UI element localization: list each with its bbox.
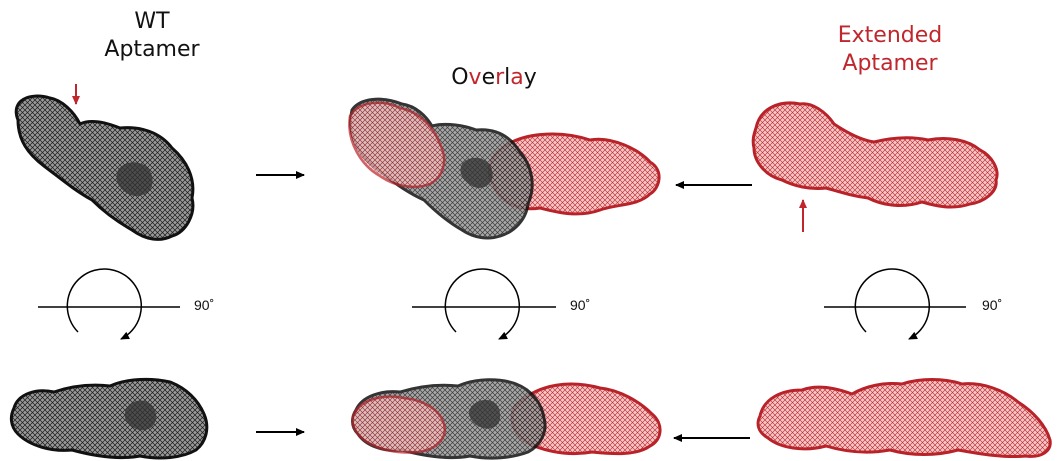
- wt-aptamer-side-view: [9, 377, 209, 460]
- overlay-char-4: l: [504, 65, 511, 90]
- rotation-symbol-middle: [412, 268, 556, 340]
- rotation-symbol-right: [824, 268, 966, 340]
- rotation-label-middle: 90˚: [570, 297, 591, 313]
- overlay-char-0: O: [451, 65, 469, 90]
- overlay-aptamer-side-view: [351, 378, 662, 460]
- rotation-label-left: 90˚: [194, 297, 215, 313]
- extended-aptamer-top-view: [751, 101, 999, 209]
- extended-aptamer-side-view: [756, 378, 1052, 459]
- overlay-aptamer-top-view: [348, 97, 661, 240]
- overlay-char-5: a: [510, 65, 524, 90]
- wt-aptamer-top-view: [14, 94, 195, 241]
- extended-label-line1: Extended: [837, 23, 943, 48]
- overlay-char-2: e: [481, 65, 496, 90]
- rotation-label-right: 90˚: [982, 297, 1003, 313]
- wt-aptamer-label: WT Aptamer: [94, 8, 210, 64]
- overlay-char-6: y: [523, 65, 537, 90]
- overlay-char-1: v: [468, 65, 482, 90]
- overlay-char-3: r: [495, 65, 505, 90]
- extended-label-line2: Aptamer: [842, 51, 938, 76]
- wt-label-line1: WT: [134, 9, 170, 34]
- rotation-symbol-left: [38, 268, 180, 340]
- wt-label-line2: Aptamer: [104, 37, 200, 62]
- extended-aptamer-label: Extended Aptamer: [826, 22, 954, 78]
- overlay-label: Overlay: [436, 64, 552, 92]
